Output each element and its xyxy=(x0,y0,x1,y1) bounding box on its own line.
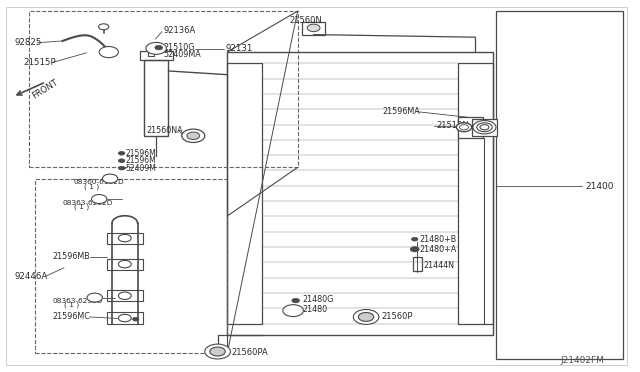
Bar xyxy=(227,52,493,335)
Bar xyxy=(35,179,227,353)
Text: 52409MA: 52409MA xyxy=(163,50,201,59)
Circle shape xyxy=(118,234,131,242)
Text: 21515P: 21515P xyxy=(24,58,56,67)
Circle shape xyxy=(102,174,118,183)
Bar xyxy=(29,11,298,167)
Circle shape xyxy=(187,132,200,140)
Bar xyxy=(413,257,422,271)
Circle shape xyxy=(146,42,166,54)
Text: 92446A: 92446A xyxy=(14,272,47,280)
Text: 21596MB: 21596MB xyxy=(52,252,90,261)
Text: S: S xyxy=(93,295,97,300)
Text: 92131: 92131 xyxy=(225,44,253,53)
Text: J21402FM: J21402FM xyxy=(560,356,604,365)
Bar xyxy=(107,259,143,270)
Bar xyxy=(227,63,262,324)
Circle shape xyxy=(460,125,468,130)
Text: ( 1 ): ( 1 ) xyxy=(74,204,89,211)
Circle shape xyxy=(353,310,379,324)
Bar xyxy=(107,290,143,301)
Bar xyxy=(107,232,143,244)
Circle shape xyxy=(307,24,320,32)
Circle shape xyxy=(132,317,139,321)
Circle shape xyxy=(292,298,300,303)
Circle shape xyxy=(155,45,163,50)
Circle shape xyxy=(118,159,125,163)
Circle shape xyxy=(92,195,107,203)
Circle shape xyxy=(99,24,109,30)
Text: 08360-6122D: 08360-6122D xyxy=(74,179,124,185)
Text: 21560PA: 21560PA xyxy=(232,348,268,357)
Circle shape xyxy=(118,292,131,299)
Bar xyxy=(148,52,154,56)
Bar xyxy=(107,312,143,324)
Text: 21512N: 21512N xyxy=(436,121,469,130)
Text: 21560N: 21560N xyxy=(289,16,322,25)
Circle shape xyxy=(99,46,118,58)
Bar xyxy=(302,22,325,35)
Text: 21596MA: 21596MA xyxy=(383,107,420,116)
Circle shape xyxy=(87,293,102,302)
Bar xyxy=(458,63,493,324)
Text: 21480: 21480 xyxy=(302,305,327,314)
Circle shape xyxy=(182,129,205,142)
Text: 21510G: 21510G xyxy=(163,43,195,52)
Circle shape xyxy=(477,123,492,132)
Text: S: S xyxy=(97,196,101,202)
Text: 21560NA: 21560NA xyxy=(146,126,182,135)
Bar xyxy=(140,51,173,60)
Bar xyxy=(472,119,497,136)
Text: FRONT: FRONT xyxy=(31,78,60,101)
Text: 21444N: 21444N xyxy=(424,262,454,270)
Bar xyxy=(144,60,168,136)
Text: 21480+B: 21480+B xyxy=(419,235,456,244)
Circle shape xyxy=(118,260,131,268)
Text: 21596M: 21596M xyxy=(125,156,156,165)
Circle shape xyxy=(118,151,125,155)
Bar xyxy=(496,11,623,359)
Text: 21480G: 21480G xyxy=(302,295,333,304)
Text: 08363-62S2D: 08363-62S2D xyxy=(63,200,113,206)
Circle shape xyxy=(118,166,125,170)
Circle shape xyxy=(118,314,131,322)
Text: 08363-62S2D: 08363-62S2D xyxy=(52,298,103,304)
Text: 52409M: 52409M xyxy=(125,164,156,173)
Circle shape xyxy=(456,123,472,132)
Bar xyxy=(458,117,483,138)
Circle shape xyxy=(358,312,374,321)
Circle shape xyxy=(410,247,419,252)
Text: ( 1 ): ( 1 ) xyxy=(64,302,79,308)
Circle shape xyxy=(473,121,496,134)
Text: 21596MC: 21596MC xyxy=(52,312,90,321)
Text: 92825: 92825 xyxy=(14,38,42,47)
Text: 21400: 21400 xyxy=(585,182,614,190)
Circle shape xyxy=(205,344,230,359)
Circle shape xyxy=(210,347,225,356)
Text: 21560P: 21560P xyxy=(381,312,413,321)
Text: 21480+A: 21480+A xyxy=(419,245,456,254)
Circle shape xyxy=(412,237,418,241)
Circle shape xyxy=(480,125,489,130)
Text: 21596M: 21596M xyxy=(125,149,156,158)
Text: 92136A: 92136A xyxy=(163,26,195,35)
Circle shape xyxy=(283,305,303,317)
Text: S: S xyxy=(108,176,112,181)
Text: ( 1 ): ( 1 ) xyxy=(84,183,100,190)
